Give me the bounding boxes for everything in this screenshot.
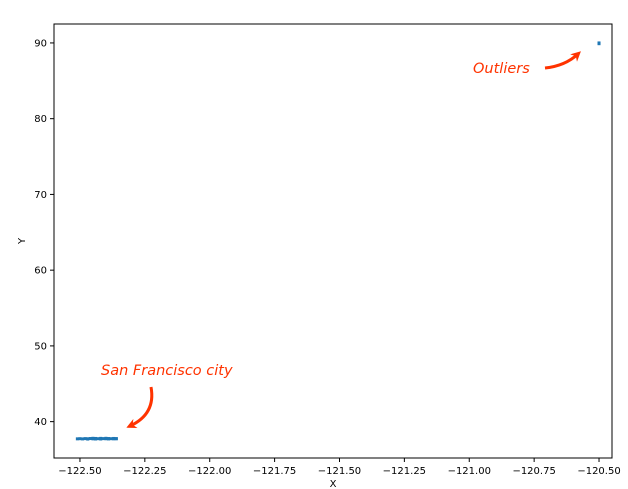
x-tick-label: −121.75 <box>253 466 296 477</box>
x-tick-label: −121.50 <box>318 466 361 477</box>
sf-arrow <box>126 386 154 429</box>
y-tick-label: 40 <box>34 417 47 428</box>
data-point <box>597 42 601 46</box>
data-point <box>99 436 103 440</box>
data-point <box>83 437 87 441</box>
x-axis-ticks: −122.50 −122.25 −122.00 −121.75 −121.50 −121.… <box>58 458 621 477</box>
y-tick-label: 80 <box>34 114 47 125</box>
y-axis-label: Y <box>17 237 28 245</box>
data-point <box>101 437 105 441</box>
data-points <box>75 41 601 441</box>
y-tick-label: 70 <box>34 190 47 201</box>
data-point <box>75 437 79 441</box>
y-tick-label: 50 <box>34 341 47 352</box>
x-tick-label: −122.00 <box>188 466 231 477</box>
y-axis-ticks: 40 50 60 70 80 90 <box>34 38 54 428</box>
data-point <box>88 437 92 441</box>
x-tick-label: −122.50 <box>58 466 101 477</box>
data-point <box>104 436 108 440</box>
data-point <box>78 437 82 441</box>
sf-annotation: San Francisco city <box>101 363 233 429</box>
data-point <box>94 437 98 441</box>
plot-frame <box>53 23 613 459</box>
data-point <box>81 437 85 441</box>
data-point <box>109 437 113 441</box>
data-point <box>112 436 116 440</box>
data-point <box>86 437 90 441</box>
outliers-annotation: Outliers <box>473 51 581 77</box>
sf-annotation-text: San Francisco city <box>101 363 233 379</box>
x-tick-label: −122.25 <box>123 466 166 477</box>
x-tick-label: −121.00 <box>448 466 491 477</box>
y-tick-label: 90 <box>34 38 47 49</box>
x-axis-label: X <box>330 479 337 489</box>
y-tick-label: 60 <box>34 266 47 277</box>
x-tick-label: −120.75 <box>512 466 555 477</box>
x-tick-label: −120.50 <box>577 466 620 477</box>
data-point <box>107 437 110 441</box>
x-tick-label: −121.25 <box>383 466 426 477</box>
data-point <box>91 436 95 440</box>
outliers-arrow <box>544 51 581 70</box>
data-point <box>114 437 118 441</box>
outliers-annotation-text: Outliers <box>473 61 530 77</box>
data-point <box>96 437 100 441</box>
